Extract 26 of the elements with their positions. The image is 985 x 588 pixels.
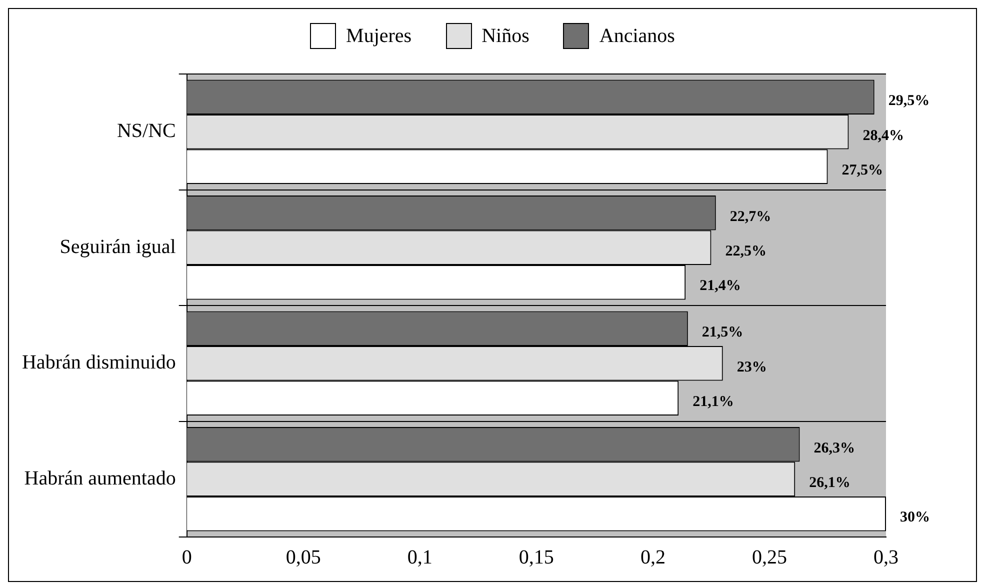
data-label: 21,5% bbox=[702, 324, 744, 341]
data-label: 21,4% bbox=[700, 278, 741, 294]
data-label: 22,5% bbox=[725, 244, 766, 260]
x-tick-label: 0,25 bbox=[752, 546, 787, 568]
data-label: 29,5% bbox=[888, 93, 930, 110]
y-tick-label: Habrán disminuido bbox=[22, 352, 176, 374]
x-tick-label: 0 bbox=[182, 546, 192, 568]
y-tick-label: Seguirán igual bbox=[60, 236, 176, 258]
data-label: 27,5% bbox=[842, 162, 883, 178]
data-label: 26,3% bbox=[814, 440, 856, 456]
x-tick-label: 0,1 bbox=[407, 546, 432, 568]
data-label: 23% bbox=[736, 359, 767, 376]
legend-label: Niños bbox=[482, 24, 530, 48]
y-tick-label: NS/NC bbox=[116, 120, 176, 142]
x-tick-label: 0,2 bbox=[640, 546, 666, 568]
data-label: 30% bbox=[900, 510, 930, 526]
x-tick-label: 0,3 bbox=[874, 546, 898, 568]
legend-label: Ancianos bbox=[599, 24, 675, 48]
x-tick-label: 0,15 bbox=[518, 546, 554, 568]
x-tick-label: 0,05 bbox=[286, 546, 321, 568]
data-label: 21,1% bbox=[692, 394, 734, 410]
y-tick-label: Habrán aumentado bbox=[24, 467, 176, 490]
data-label: 26,1% bbox=[809, 475, 850, 491]
data-label: 22,7% bbox=[730, 208, 772, 225]
legend-label: Mujeres bbox=[346, 24, 412, 48]
data-label: 28,4% bbox=[862, 128, 904, 144]
